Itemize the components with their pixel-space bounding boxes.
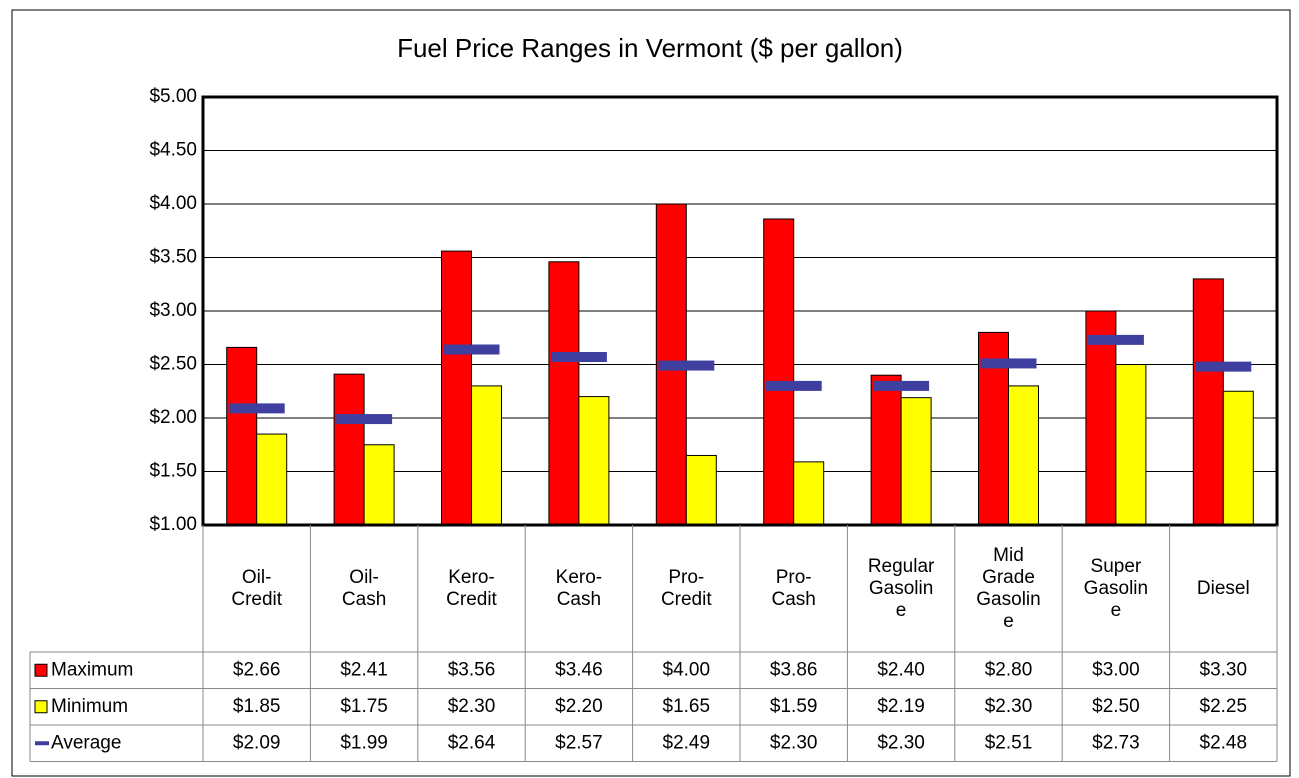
table-value: $2.66	[233, 659, 281, 680]
average-marker	[550, 352, 607, 363]
table-value: $3.86	[770, 659, 818, 680]
bar	[441, 250, 472, 526]
bar	[900, 397, 932, 526]
table-value: $2.80	[985, 659, 1033, 680]
y-tick-label: $4.00	[149, 193, 197, 214]
x-tick-label: Oil-Credit	[231, 566, 283, 610]
bar	[1192, 278, 1224, 526]
table-value: $2.19	[877, 696, 925, 717]
table-value: $4.00	[663, 659, 711, 680]
table-value: $3.00	[1092, 659, 1140, 680]
table-value: $1.59	[770, 696, 818, 717]
average-marker	[228, 403, 285, 414]
legend-key	[35, 741, 49, 746]
x-tick-label: Oil-Cash	[341, 566, 387, 610]
bar	[256, 433, 288, 526]
bar	[870, 374, 902, 526]
legend-key	[34, 700, 48, 714]
x-tick-label: Regular Gasoline	[867, 555, 935, 621]
table-value: $2.30	[985, 696, 1033, 717]
x-tick-label: Super Gasoline	[1083, 555, 1149, 621]
table-value: $2.30	[448, 696, 496, 717]
table-value: $1.99	[340, 732, 388, 753]
chart-title: Fuel Price Ranges in Vermont ($ per gall…	[397, 33, 903, 63]
table-value: $3.46	[555, 659, 603, 680]
table-value: $2.30	[877, 732, 925, 753]
y-tick-label: $1.00	[149, 514, 197, 535]
bar	[1085, 310, 1117, 526]
table-value: $3.30	[1200, 659, 1248, 680]
table-value: $2.41	[340, 659, 388, 680]
table-value: $2.64	[448, 732, 496, 753]
average-marker	[443, 344, 500, 355]
bar	[1115, 364, 1147, 526]
x-tick-label: Kero-Cash	[555, 566, 603, 610]
table-value: $2.09	[233, 732, 281, 753]
bar	[333, 373, 365, 526]
average-marker	[1087, 334, 1144, 345]
legend-label: Minimum	[51, 696, 128, 717]
table-value: $1.85	[233, 696, 281, 717]
bar	[793, 461, 825, 526]
table-value: $1.75	[340, 696, 388, 717]
table-value: $1.65	[663, 696, 711, 717]
average-marker	[765, 380, 822, 391]
table-value: $3.56	[448, 659, 496, 680]
table-value: $2.49	[663, 732, 711, 753]
bar	[763, 218, 795, 526]
y-tick-label: $2.50	[149, 354, 197, 375]
bar	[363, 444, 395, 526]
legend-key	[34, 663, 48, 677]
x-tick-label: Pro-Credit	[660, 566, 712, 610]
table-value: $2.30	[770, 732, 818, 753]
bar	[1222, 390, 1254, 526]
y-tick-label: $3.50	[149, 247, 197, 268]
average-marker	[658, 360, 715, 371]
y-tick-label: $4.50	[149, 140, 197, 161]
table-value: $2.20	[555, 696, 603, 717]
table-value: $2.57	[555, 732, 603, 753]
bar	[226, 346, 258, 526]
y-tick-label: $2.00	[149, 407, 197, 428]
y-tick-label: $1.50	[149, 461, 197, 482]
bar	[548, 261, 580, 526]
bar	[578, 396, 610, 526]
x-tick-label: Diesel	[1196, 577, 1250, 599]
average-marker	[980, 358, 1037, 369]
average-marker	[873, 380, 930, 391]
y-tick-label: $5.00	[149, 86, 197, 107]
average-marker	[1195, 361, 1252, 372]
table-value: $2.50	[1092, 696, 1140, 717]
table-value: $2.48	[1200, 732, 1248, 753]
average-marker	[336, 414, 393, 425]
legend-label: Maximum	[51, 659, 133, 680]
bar	[685, 454, 717, 526]
y-tick-label: $3.00	[149, 300, 197, 321]
x-tick-label: Pro-Cash	[771, 566, 816, 610]
bar	[1008, 385, 1039, 526]
bar	[471, 385, 502, 526]
table-value: $2.40	[877, 659, 925, 680]
table-value: $2.25	[1200, 696, 1248, 717]
legend-label: Average	[51, 732, 121, 753]
chart-border	[11, 9, 1291, 777]
table-value: $2.73	[1092, 732, 1140, 753]
table-value: $2.51	[985, 732, 1033, 753]
x-tick-label: Kero-Credit	[446, 566, 497, 610]
x-tick-label: Mid Grade Gasoline	[976, 544, 1041, 632]
